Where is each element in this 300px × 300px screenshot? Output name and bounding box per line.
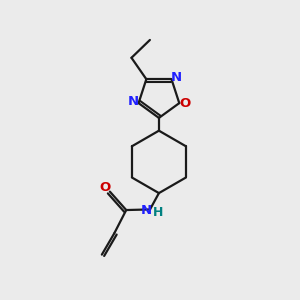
Text: H: H	[153, 206, 164, 219]
Text: O: O	[99, 181, 110, 194]
Text: O: O	[180, 97, 191, 110]
Text: N: N	[171, 71, 182, 84]
Text: N: N	[141, 204, 152, 218]
Text: N: N	[128, 95, 139, 108]
